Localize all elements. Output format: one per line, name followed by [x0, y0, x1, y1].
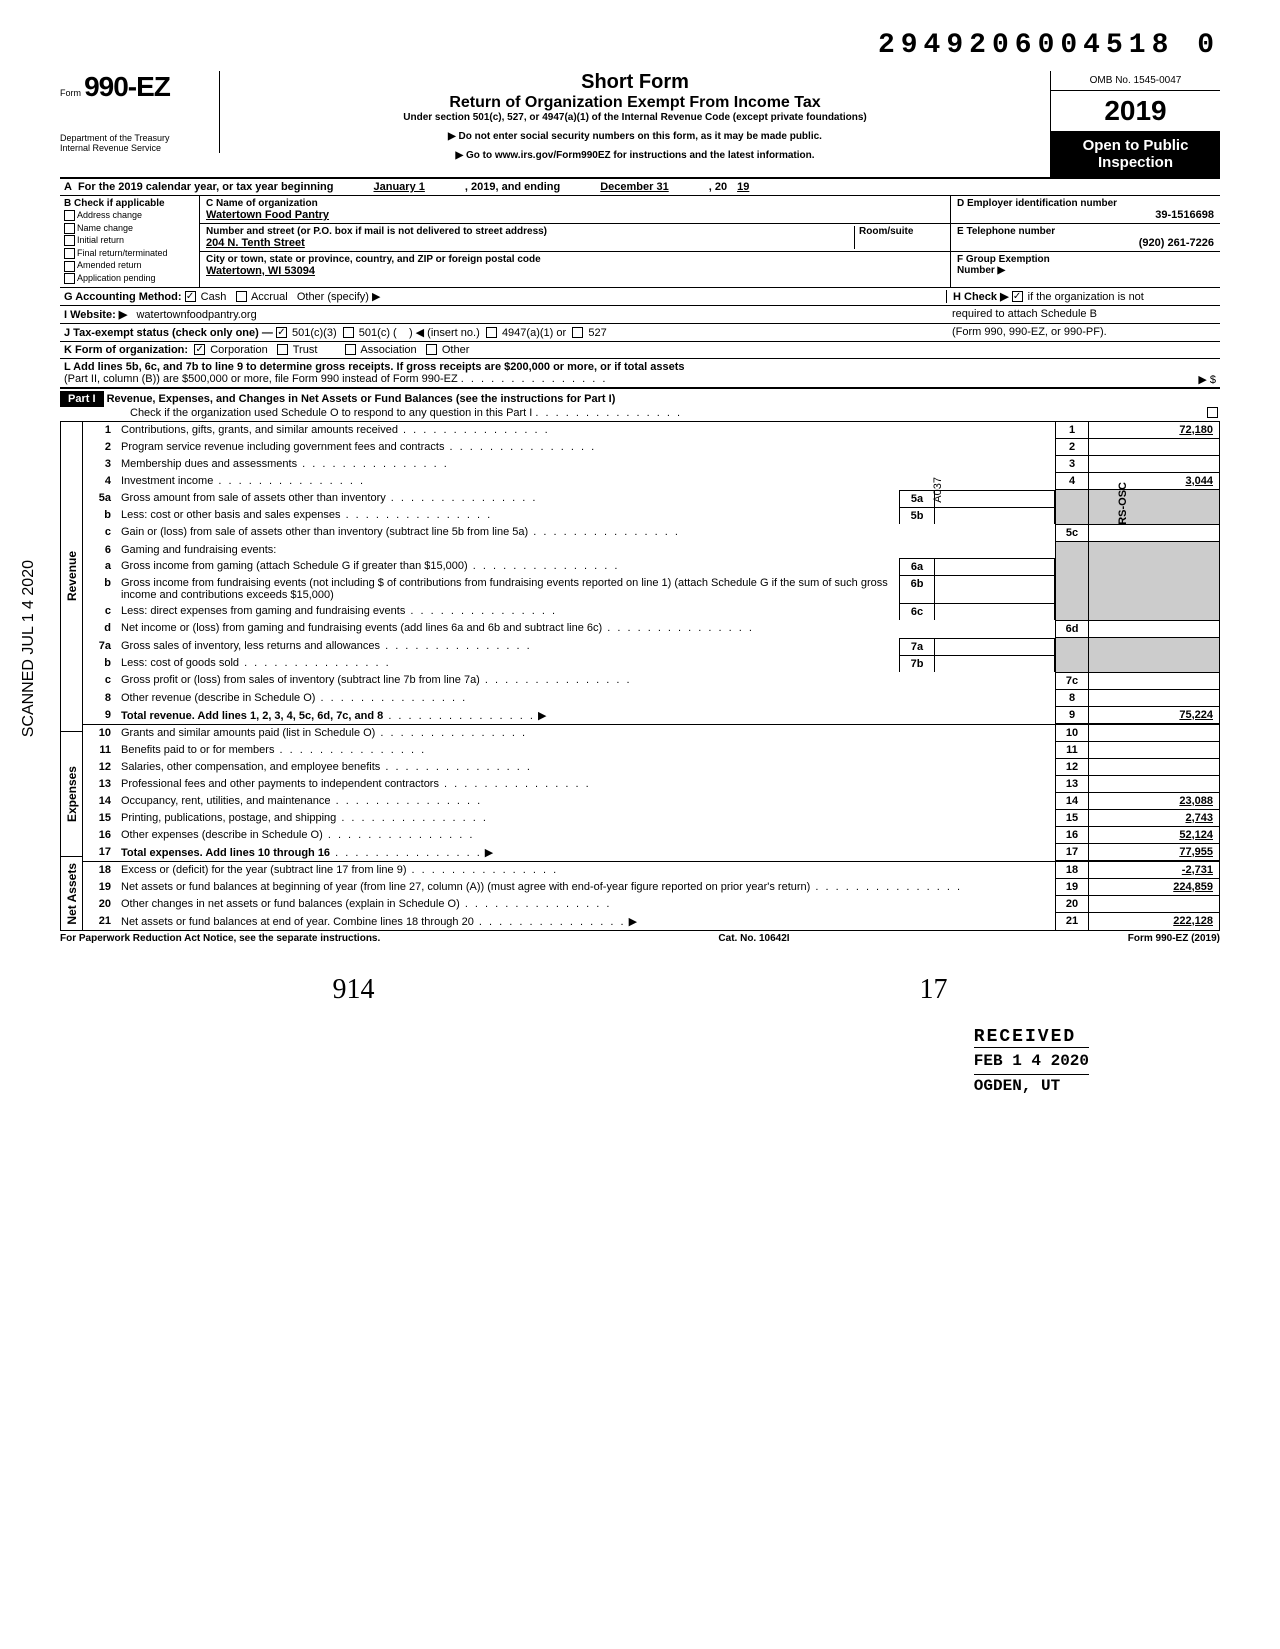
chk-501c[interactable]	[343, 327, 354, 338]
line-11-value	[1089, 742, 1219, 759]
col-b-checkboxes: B Check if applicable Address change Nam…	[60, 196, 200, 287]
line-17-value: 77,955	[1089, 844, 1219, 861]
chk-name[interactable]: Name change	[64, 222, 195, 235]
line-21-value: 222,128	[1089, 913, 1219, 930]
chk-trust[interactable]	[277, 344, 288, 355]
line-16-value: 52,124	[1089, 827, 1219, 844]
line-14-value: 23,088	[1089, 793, 1219, 810]
col-d-ids: D Employer identification number 39-1516…	[950, 196, 1220, 287]
subtitle: Under section 501(c), 527, or 4947(a)(1)…	[230, 112, 1040, 123]
line-3-value	[1089, 456, 1219, 473]
chk-h[interactable]: ✓	[1012, 291, 1023, 302]
line-6d-value	[1089, 620, 1219, 638]
chk-other-org[interactable]	[426, 344, 437, 355]
chk-corp[interactable]: ✓	[194, 344, 205, 355]
tax-year: 2019	[1051, 91, 1220, 131]
line-15-value: 2,743	[1089, 810, 1219, 827]
line-20-value	[1089, 896, 1219, 913]
chk-cash[interactable]: ✓	[185, 291, 196, 302]
line-12-value	[1089, 759, 1219, 776]
line-2-value	[1089, 439, 1219, 456]
omb-number: OMB No. 1545-0047	[1051, 71, 1220, 91]
received-stamp: RECEIVED FEB 1 4 2020 OGDEN, UT	[974, 1027, 1089, 1095]
website: watertownfoodpantry.org	[136, 309, 256, 321]
line-9-value: 75,224	[1089, 707, 1219, 724]
page-footer: For Paperwork Reduction Act Notice, see …	[60, 931, 1220, 944]
handwritten-1: 914	[333, 974, 375, 1006]
telephone: (920) 261-7226	[957, 237, 1214, 249]
title-return: Return of Organization Exempt From Incom…	[230, 94, 1040, 112]
handwritten-2: 17	[920, 974, 948, 1006]
scanned-stamp: SCANNED JUL 1 4 2020	[20, 560, 38, 737]
org-name: Watertown Food Pantry	[206, 209, 944, 221]
line-8-value	[1089, 690, 1219, 707]
title-block: Short Form Return of Organization Exempt…	[220, 71, 1050, 161]
chk-final[interactable]: Final return/terminated	[64, 247, 195, 260]
lines-content: 1Contributions, gifts, grants, and simil…	[83, 422, 1219, 930]
chk-sched-o[interactable]	[1207, 407, 1218, 418]
chk-pending[interactable]: Application pending	[64, 272, 195, 285]
document-id-number: 2949206004518 0	[60, 30, 1220, 61]
chk-501c3[interactable]: ✓	[276, 327, 287, 338]
line-1-value: 72,180	[1089, 422, 1219, 439]
header-grid: B Check if applicable Address change Nam…	[60, 196, 1220, 288]
dept-label: Department of the Treasury Internal Reve…	[60, 133, 211, 153]
chk-initial[interactable]: Initial return	[64, 234, 195, 247]
row-g-accounting: G Accounting Method: ✓ Cash Accrual Othe…	[60, 288, 1220, 306]
line-19-value: 224,859	[1089, 879, 1219, 896]
row-k-form-org: K Form of organization: ✓ Corporation Tr…	[60, 342, 1220, 359]
chk-527[interactable]	[572, 327, 583, 338]
col-c-org: C Name of organization Watertown Food Pa…	[200, 196, 950, 287]
chk-amended[interactable]: Amended return	[64, 259, 195, 272]
line-4-value: 3,044	[1089, 473, 1219, 490]
chk-address[interactable]: Address change	[64, 209, 195, 222]
line-10-value	[1089, 725, 1219, 742]
part1-body: RECEIVED FEB 1 4 2020 OGDEN, UT RS-OSC A…	[60, 422, 1220, 931]
right-block: OMB No. 1545-0047 2019 Open to Public In…	[1050, 71, 1220, 177]
row-l-gross: L Add lines 5b, 6c, and 7b to line 9 to …	[60, 359, 1220, 388]
part-1-header: Part I Revenue, Expenses, and Changes in…	[60, 388, 1220, 422]
line-7c-value	[1089, 672, 1219, 690]
open-to-public: Open to Public Inspection	[1051, 131, 1220, 177]
org-street: 204 N. Tenth Street	[206, 237, 854, 249]
row-i-website: I Website: ▶ watertownfoodpantry.org req…	[60, 306, 1220, 324]
section-rail: Revenue Expenses Net Assets	[61, 422, 83, 930]
line-13-value	[1089, 776, 1219, 793]
line-5c-value	[1089, 524, 1219, 542]
ein: 39-1516698	[957, 209, 1214, 221]
row-j-status: J Tax-exempt status (check only one) — ✓…	[60, 324, 1220, 342]
chk-accrual[interactable]	[236, 291, 247, 302]
note-url: ▶ Go to www.irs.gov/Form990EZ for instru…	[230, 150, 1040, 161]
form-id-block: Form 990-EZ Department of the Treasury I…	[60, 71, 220, 153]
chk-4947[interactable]	[486, 327, 497, 338]
line-18-value: -2,731	[1089, 862, 1219, 879]
row-a-tax-year: A For the 2019 calendar year, or tax yea…	[60, 177, 1220, 196]
title-short-form: Short Form	[230, 71, 1040, 94]
form-prefix: Form	[60, 88, 81, 98]
chk-assoc[interactable]	[345, 344, 356, 355]
a037-stamp: A037	[932, 477, 944, 503]
note-ssn: ▶ Do not enter social security numbers o…	[230, 131, 1040, 142]
org-city: Watertown, WI 53094	[206, 265, 944, 277]
form-number: 990-EZ	[84, 71, 170, 102]
rs-osc-stamp: RS-OSC	[1117, 482, 1129, 525]
